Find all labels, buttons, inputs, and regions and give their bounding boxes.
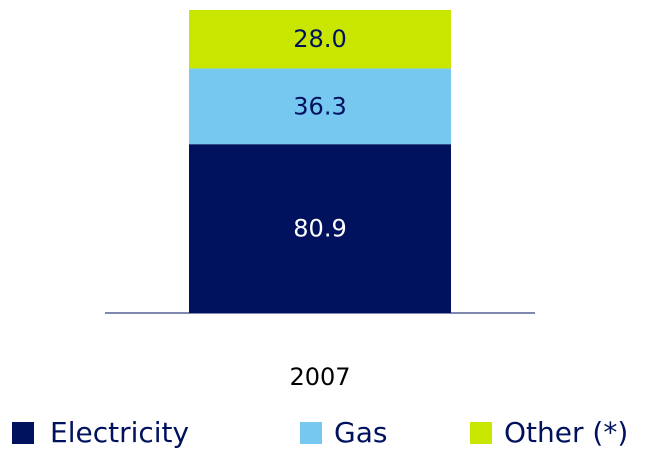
data-label: 36.3 [293,92,346,120]
legend-label: Other (*) [504,416,628,449]
bar-segment [189,68,451,145]
x-tick-label: 2007 [289,363,350,391]
data-label: 80.9 [293,215,346,243]
legend-swatch [300,422,322,444]
bar-segment [189,10,451,69]
bar-segment [189,144,451,313]
legend-swatch [12,422,34,444]
data-label: 28.0 [293,25,346,53]
legend-label: Gas [334,416,387,449]
legend-swatch [470,422,492,444]
legend-label: Electricity [50,416,189,449]
